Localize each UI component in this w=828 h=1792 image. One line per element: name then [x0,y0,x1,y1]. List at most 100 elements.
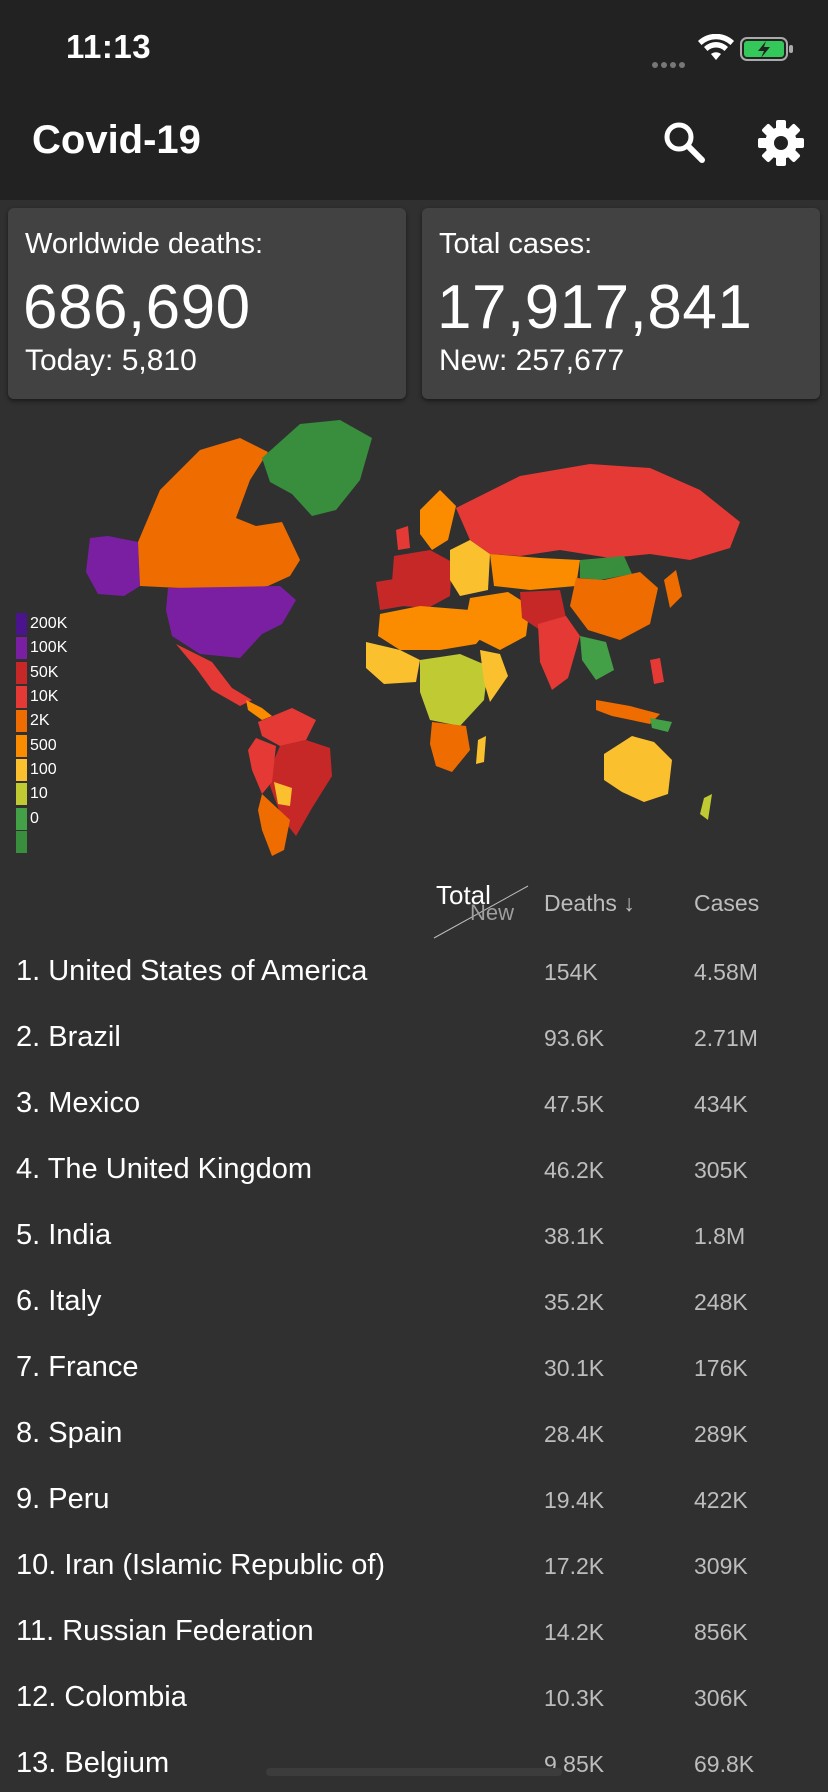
map-greenland [262,420,372,516]
legend-label: 50K [30,663,59,681]
country-name: 12. Colombia [16,1681,187,1713]
legend-item: 10 [16,782,86,806]
deaths-value: 10.3K [544,1685,605,1711]
legend-item: 10K [16,685,86,709]
cases-value: 1.8M [694,1223,746,1249]
signal-icon [652,55,692,68]
map-southeast-asia [580,636,614,680]
deaths-value: 38.1K [544,1223,605,1249]
table-row[interactable]: 10. Iran (Islamic Republic of) 17.2K 309K [0,1532,828,1598]
map-madagascar [476,736,486,764]
legend-label: 100 [30,760,57,778]
cases-value: 4.58M [694,959,758,985]
legend-swatch [16,783,27,806]
country-name: 7. France [16,1351,139,1383]
map-brazil [270,740,332,836]
app-title: Covid-19 [32,118,201,162]
legend-item: 200K [16,612,86,636]
cases-value: 434K [694,1091,748,1117]
table-row[interactable]: 13. Belgium 9.85K 69.8K [0,1730,828,1792]
world-map[interactable] [0,410,828,860]
country-name: 8. Spain [16,1417,123,1449]
header-deaths-sort[interactable]: Deaths ↓ [544,890,635,916]
map-argentina-chile [258,794,290,856]
legend-swatch-extra [16,830,27,853]
deaths-value: 28.4K [544,1421,605,1447]
map-southern-africa [430,722,470,772]
table-row[interactable]: 1. United States of America 154K 4.58M [0,938,828,1004]
legend-swatch [16,613,27,636]
legend-label: 10K [30,688,59,706]
legend-swatch [16,661,27,684]
table-row[interactable]: 9. Peru 19.4K 422K [0,1466,828,1532]
cases-value: 856K [694,1619,748,1645]
header-divider-line [433,885,529,939]
header-total-toggle[interactable]: Total [436,880,491,910]
map-scandinavia [420,490,456,550]
map-indonesia [596,700,660,724]
legend-swatch [16,637,27,660]
map-china [570,572,658,640]
map-uk [396,526,410,550]
country-name: 4. The United Kingdom [16,1153,313,1185]
country-name: 3. Mexico [16,1087,141,1119]
table-row[interactable]: 4. The United Kingdom 46.2K 305K [0,1136,828,1202]
map-west-africa [366,642,420,684]
country-name: 10. Iran (Islamic Republic of) [16,1549,386,1581]
worldwide-deaths-card[interactable]: Worldwide deaths: 686,690 Today: 5,810 [8,208,406,399]
table-row[interactable]: 6. Italy 35.2K 248K [0,1268,828,1334]
map-central-africa [420,654,488,726]
gear-icon[interactable] [756,118,806,168]
cases-value: 309K [694,1553,748,1579]
legend-label: 100K [30,639,68,657]
deaths-today: Today: 5,810 [25,344,197,377]
home-indicator [266,1768,562,1776]
header-cases-sort[interactable]: Cases [694,890,760,916]
map-india [538,616,580,690]
legend-label: 2K [30,712,50,730]
map-bolivia [274,782,292,806]
deaths-value: 17.2K [544,1553,605,1579]
table-row[interactable]: 12. Colombia 10.3K 306K [0,1664,828,1730]
table-row[interactable]: 3. Mexico 47.5K 434K [0,1070,828,1136]
map-eastern-europe [450,540,490,596]
legend-label: 0 [30,809,39,827]
country-name: 1. United States of America [16,955,368,987]
country-name: 11. Russian Federation [16,1615,314,1647]
table-row[interactable]: 8. Spain 28.4K 289K [0,1400,828,1466]
map-kazakhstan [490,554,580,590]
legend-swatch [16,710,27,733]
map-colombia-venezuela [258,708,316,746]
legend-item: 0 [16,806,86,830]
deaths-value: 154K [544,959,598,985]
map-australia [604,736,672,802]
map-mongolia [580,556,632,580]
table-row[interactable]: 7. France 30.1K 176K [0,1334,828,1400]
map-legend: 200K 100K 50K 10K 2K 500 100 10 0 [16,612,86,853]
cases-value: 176K [694,1355,748,1381]
map-western-europe [392,550,452,608]
cases-value: 306K [694,1685,748,1711]
total-cases-card[interactable]: Total cases: 17,917,841 New: 257,677 [422,208,820,399]
cases-value: 248K [694,1289,748,1315]
deaths-value: 46.2K [544,1157,605,1183]
legend-swatch [16,686,27,709]
search-icon[interactable] [660,118,708,166]
cases-value: 17,917,841 [437,273,753,342]
country-name: 5. India [16,1219,112,1251]
deaths-value: 14.2K [544,1619,605,1645]
deaths-value: 30.1K [544,1355,605,1381]
cases-value: 422K [694,1487,748,1513]
table-row[interactable]: 5. India 38.1K 1.8M [0,1202,828,1268]
map-north-africa [378,606,488,650]
deaths-value: 686,690 [23,273,251,342]
table-row[interactable]: 11. Russian Federation 14.2K 856K [0,1598,828,1664]
table-row[interactable]: 2. Brazil 93.6K 2.71M [0,1004,828,1070]
header-new-toggle[interactable]: New [470,900,515,925]
legend-item: 50K [16,661,86,685]
deaths-value: 19.4K [544,1487,605,1513]
country-name: 2. Brazil [16,1021,121,1053]
legend-item: 2K [16,709,86,733]
app-header: 11:13 Covid-19 [0,0,828,200]
